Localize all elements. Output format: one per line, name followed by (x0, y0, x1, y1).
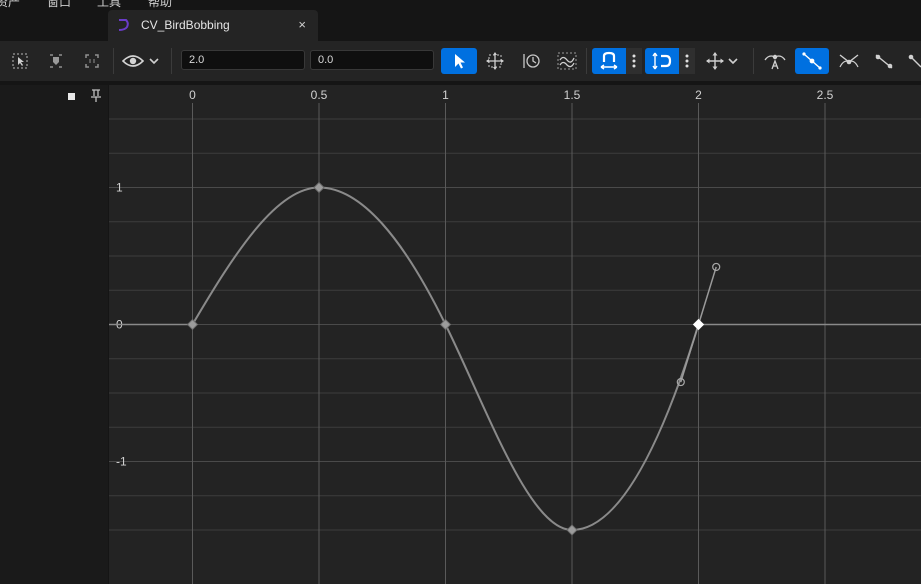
x-tick-label: 1.5 (564, 88, 581, 102)
curve-line[interactable] (191, 186, 700, 532)
snap-time-options[interactable] (626, 48, 642, 74)
curve-key[interactable] (186, 318, 199, 331)
frame-selection-icon (50, 54, 62, 68)
more-vertical-icon (685, 54, 689, 68)
snap-value-button[interactable] (645, 48, 679, 74)
select-tool-button[interactable] (441, 48, 477, 74)
retime-tool-icon (523, 54, 540, 68)
snap-time-icon (600, 51, 618, 70)
constant-tangent-button[interactable] (903, 48, 921, 74)
user-tangent-icon (802, 52, 822, 70)
curve-graph[interactable]: 0 0.5 1 1.5 2 2.5 1 0 -1 (109, 85, 921, 584)
linear-tangent-button[interactable] (869, 48, 899, 74)
menu-item-tools[interactable]: 工具 (97, 0, 122, 9)
toolbar-divider (753, 48, 754, 74)
tab-title: CV_BirdBobbing (141, 18, 230, 32)
auto-tangent-icon (764, 54, 786, 70)
curve-asset-icon (118, 19, 129, 31)
visibility-dropdown[interactable] (120, 48, 162, 74)
move-axis-icon (705, 52, 724, 70)
x-tick-label: 2.5 (817, 88, 834, 102)
tab-curve-asset[interactable]: CV_BirdBobbing × (108, 10, 318, 41)
frame-all-icon (85, 54, 99, 68)
y-tick-label: -1 (116, 455, 127, 469)
select-keys-icon (12, 53, 28, 69)
tangent-handle[interactable] (676, 377, 685, 387)
curve-key[interactable] (566, 524, 578, 536)
multi-curve-icon (557, 52, 577, 70)
curve-toolbar (0, 41, 921, 81)
frame-selection-button[interactable] (42, 48, 70, 74)
more-vertical-icon (632, 54, 636, 68)
x-tick-label: 2 (695, 88, 702, 102)
transform-tool-icon (486, 52, 504, 70)
curve-key-selected[interactable] (692, 318, 705, 331)
snap-value-options[interactable] (679, 48, 695, 74)
tangent-handle[interactable] (712, 262, 721, 272)
menu-bar: 资产 窗口 工具 帮助 (0, 0, 921, 10)
break-tangent-button[interactable] (834, 48, 864, 74)
x-tick-label: 1 (442, 88, 449, 102)
snap-value-icon (652, 52, 672, 70)
toolbar-divider (113, 48, 114, 74)
retime-tool-button[interactable] (517, 48, 545, 74)
toolbar-divider (171, 48, 172, 74)
curve-graph-canvas[interactable]: 0 0.5 1 1.5 2 2.5 1 0 -1 (109, 85, 921, 584)
constant-tangent-icon (908, 54, 921, 68)
chevron-down-icon (727, 58, 738, 65)
y-tick-label: 1 (116, 181, 123, 195)
x-tick-label: 0 (189, 88, 196, 102)
curve-key[interactable] (439, 318, 452, 331)
x-tick-label: 0.5 (311, 88, 328, 102)
tangent-line (697, 266, 717, 325)
menu-item-window[interactable]: 窗口 (47, 0, 72, 9)
linear-tangent-icon (875, 54, 893, 69)
value-input[interactable] (310, 50, 434, 70)
pin-icon[interactable] (90, 89, 102, 103)
curve-list-panel (0, 85, 108, 584)
transform-tool-button[interactable] (481, 48, 509, 74)
visibility-eye-icon (122, 55, 144, 67)
tab-bar: CV_BirdBobbing × (0, 10, 921, 41)
auto-tangent-button[interactable] (760, 48, 790, 74)
move-axis-dropdown[interactable] (702, 48, 742, 74)
menu-item-help[interactable]: 帮助 (148, 0, 173, 9)
close-icon[interactable]: × (298, 17, 306, 32)
tangent-line (680, 324, 700, 383)
break-tangent-icon (839, 54, 859, 68)
select-keys-button[interactable] (6, 48, 34, 74)
chevron-down-icon (149, 58, 159, 65)
tick-labels: 0 0.5 1 1.5 2 2.5 1 0 -1 (116, 88, 834, 469)
multi-curve-button[interactable] (553, 48, 581, 74)
vertical-gridlines (192, 103, 826, 584)
stop-square-icon[interactable] (68, 93, 76, 101)
toolbar-divider (586, 48, 587, 74)
select-tool-icon (455, 54, 465, 69)
snap-time-button[interactable] (592, 48, 626, 74)
time-input[interactable] (181, 50, 305, 70)
menu-item-asset[interactable]: 资产 (0, 0, 21, 9)
frame-all-button[interactable] (78, 48, 106, 74)
user-tangent-button[interactable] (795, 48, 829, 74)
curve-key[interactable] (313, 181, 325, 194)
